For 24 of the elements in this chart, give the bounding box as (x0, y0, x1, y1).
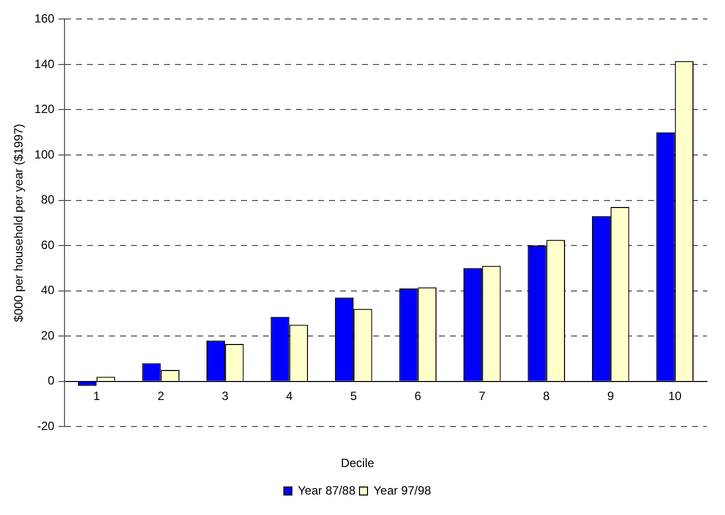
legend-label: Year 87/88 (298, 483, 356, 498)
legend-label: Year 97/98 (374, 483, 432, 498)
y-axis-title: $000 per household per year ($1997) (12, 124, 26, 322)
x-axis-title: Decile (340, 456, 374, 470)
y-tick-label: 60 (41, 238, 55, 252)
x-tick-label: 2 (157, 388, 164, 403)
x-tick-label: 1 (93, 388, 100, 403)
x-tick-label: 10 (668, 388, 682, 403)
y-tick-label: -20 (37, 418, 55, 433)
y-tick-label: 80 (41, 192, 55, 207)
x-tick-label: 5 (350, 388, 358, 403)
y-tick-label: 100 (34, 147, 55, 162)
y-tick-label: 40 (41, 283, 55, 298)
x-tick-label: 3 (222, 388, 229, 403)
x-tick-label: 7 (478, 388, 486, 403)
x-tick-label: 6 (414, 388, 422, 403)
y-tick-label: 0 (48, 374, 55, 388)
x-tick-label: 8 (543, 388, 550, 403)
y-tick-label: 120 (34, 102, 55, 116)
y-tick-label: 20 (41, 328, 55, 342)
x-tick-label: 4 (286, 388, 293, 403)
y-tick-label: 140 (34, 56, 55, 71)
x-tick-label: 9 (607, 388, 614, 403)
y-tick-label: 160 (34, 12, 55, 26)
